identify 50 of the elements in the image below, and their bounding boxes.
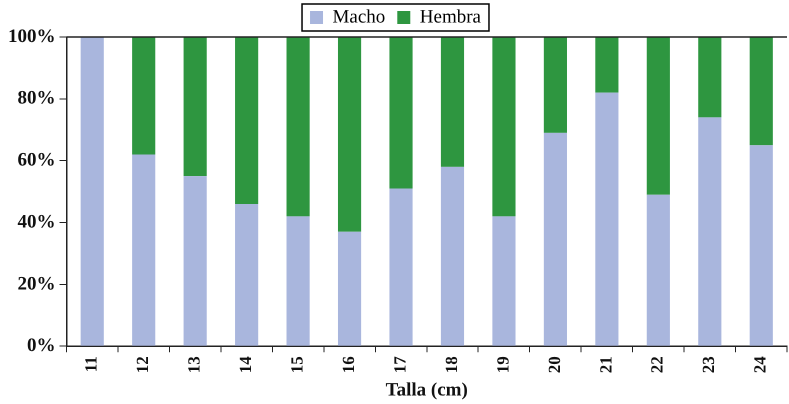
- bar: [338, 37, 362, 232]
- y-tick-label: 40%: [18, 211, 56, 232]
- x-tick-label: 11: [82, 356, 101, 372]
- bar: [595, 92, 618, 346]
- bar: [235, 37, 258, 204]
- bar: [698, 37, 722, 118]
- y-tick-label: 20%: [18, 273, 56, 294]
- y-tick-label: 0%: [27, 335, 56, 356]
- x-tick-label: 24: [750, 356, 770, 374]
- bar: [184, 176, 207, 346]
- bar: [80, 37, 104, 346]
- bar: [286, 37, 310, 216]
- x-tick-label: 14: [236, 356, 256, 374]
- x-tick-label: 17: [390, 356, 410, 374]
- y-tick-label: 60%: [18, 150, 56, 171]
- bar: [389, 188, 413, 346]
- bar: [750, 145, 773, 346]
- bar: [698, 117, 722, 346]
- x-axis-title: Talla (cm): [386, 380, 468, 401]
- bar: [595, 37, 618, 93]
- bar: [492, 37, 516, 216]
- legend-label: Hembra: [420, 6, 482, 28]
- x-tick-label: 15: [287, 356, 306, 374]
- bar: [132, 154, 156, 346]
- y-tick-label: 80%: [18, 88, 56, 109]
- bar: [440, 166, 464, 346]
- x-tick-label: 20: [544, 356, 564, 374]
- bar: [235, 204, 258, 346]
- x-tick-label: 19: [493, 356, 512, 374]
- bar: [132, 37, 156, 154]
- bar: [286, 216, 310, 346]
- bar: [492, 216, 516, 346]
- x-tick-label: 23: [699, 356, 718, 374]
- bar: [646, 37, 670, 195]
- x-tick-label: 13: [184, 356, 204, 374]
- y-tick-label: 100%: [8, 26, 56, 47]
- x-tick-label: 21: [596, 356, 616, 374]
- bar: [338, 232, 362, 346]
- x-tick-label: 16: [338, 356, 358, 374]
- x-tick-label: 12: [133, 356, 152, 374]
- bar: [440, 37, 464, 167]
- x-tick-label: 22: [648, 356, 667, 374]
- bar: [544, 132, 567, 346]
- bar: [646, 194, 670, 346]
- bar: [750, 37, 773, 146]
- legend-label: Macho: [332, 6, 386, 28]
- bar: [184, 37, 207, 176]
- bar: [389, 37, 413, 189]
- x-tick-label: 18: [442, 356, 461, 374]
- bar: [544, 37, 567, 133]
